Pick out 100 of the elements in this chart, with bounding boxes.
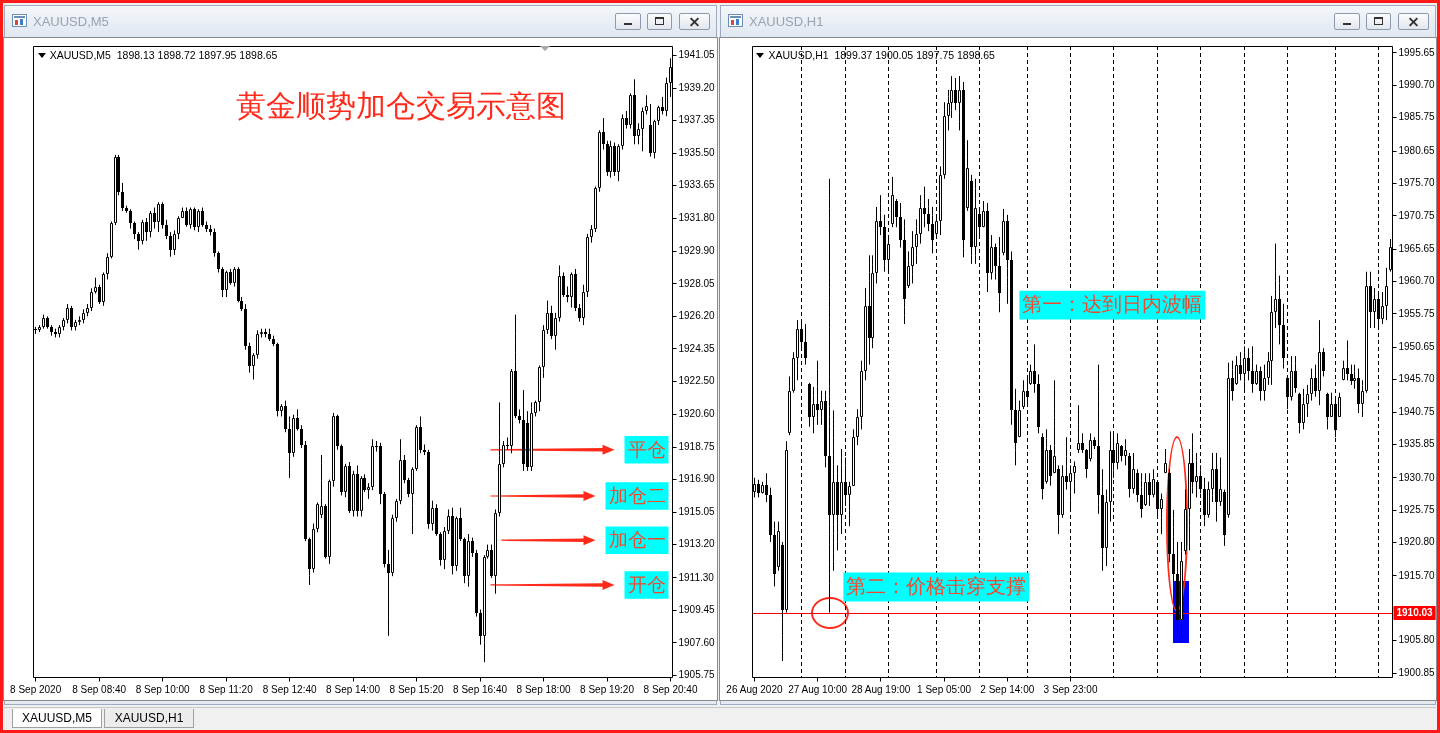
x-tick-label: 8 Sep 15:20 [389,683,444,695]
y-tick-label: 1995.65 [1398,46,1436,58]
candlestick [328,479,331,565]
candlestick [554,312,557,351]
x-tick-label: 8 Sep 12:40 [262,683,317,695]
candlestick [1116,432,1119,470]
candlestick [570,271,573,309]
candlestick [494,508,497,595]
candlestick [149,210,152,238]
chart-subtitle: XAUUSD,H1 1899.37 1900.05 1897.75 1898.65 [768,49,995,61]
candlestick [1172,509,1175,583]
candlestick [467,533,470,588]
candlestick [943,101,946,180]
candlestick [633,78,636,145]
candlestick [864,287,867,381]
candlestick [1274,243,1277,329]
candlestick [1164,448,1167,474]
candlestick [391,514,394,577]
y-tick-label: 1935.50 [678,146,716,158]
y-tick-label: 1915.70 [1398,569,1436,581]
candlestick [998,236,1001,313]
candlestick [828,178,831,614]
candlestick [590,224,593,244]
x-tick-label: 28 Aug 19:00 [851,683,911,695]
y-tick-label: 1920.60 [678,408,716,420]
y-tick-label: 1924.35 [678,342,716,354]
candlestick [145,217,148,242]
candlestick [1176,541,1179,636]
candlestick [1306,384,1309,418]
y-tick-label: 1975.70 [1398,177,1436,189]
annotation: 开仓 [627,572,666,595]
x-tick-label: 8 Sep 14:00 [326,683,381,695]
candlestick [1136,468,1139,503]
candlestick [796,319,799,381]
candlestick [1270,295,1273,386]
y-tick-label: 1965.65 [1398,242,1436,254]
y-tick-label: 1929.90 [678,245,716,257]
candlestick [197,208,200,233]
candlestick [903,218,906,325]
candlestick [891,176,894,228]
candlestick [1290,355,1293,402]
candlestick [288,415,291,479]
candlestick [1168,468,1171,563]
y-tick-label: 1937.35 [678,114,716,126]
candlestick [300,424,303,449]
candlestick [510,368,513,454]
candlestick [379,442,382,505]
candlestick [1239,351,1242,381]
y-tick-label: 1990.70 [1398,79,1436,90]
candlestick [292,414,295,458]
x-tick-label: 26 Aug 2020 [726,683,783,695]
candlestick [1045,428,1048,485]
y-tick-label: 1960.70 [1398,275,1436,287]
candlestick [1207,481,1210,519]
y-tick-label: 1980.65 [1398,144,1436,156]
candlestick [915,218,918,265]
candlestick [1350,364,1353,386]
y-tick-label: 1926.20 [678,310,716,322]
candlestick [840,448,843,535]
candlestick [613,142,616,177]
y-tick-label: 1916.90 [678,473,716,485]
candlestick [954,77,957,111]
candlestick [332,412,335,488]
candlestick [312,523,315,574]
y-tick-label: 1905.80 [1398,634,1436,646]
y-tick-label: 1918.75 [678,440,716,452]
candlestick [665,77,668,117]
candlestick [518,408,521,424]
candlestick [1361,379,1364,418]
candlestick [788,375,791,436]
candlestick [1073,460,1076,494]
candlestick [1302,388,1305,430]
candlestick [546,300,549,335]
candlestick [621,113,624,151]
candlestick [919,194,922,245]
candlestick [1010,250,1013,426]
candlestick [1132,452,1135,494]
candlestick [395,498,398,523]
candlestick [102,271,105,307]
candlestick [816,360,819,426]
candlestick [1373,287,1376,329]
candlestick [1195,452,1198,498]
candlestick [1282,303,1285,370]
y-tick-label: 1928.05 [678,277,716,289]
candlestick [641,106,644,152]
candlestick [1180,541,1183,638]
candlestick [911,230,914,284]
candlestick [1061,464,1064,519]
candlestick [443,526,446,570]
candlestick [106,252,109,280]
candlestick [939,165,942,236]
candlestick [1128,452,1131,498]
candlestick [1278,275,1281,345]
candlestick [594,185,597,233]
y-tick-label: 1945.70 [1398,373,1436,385]
candlestick [66,303,69,324]
candlestick [606,140,609,177]
candlestick [1014,388,1017,466]
candlestick [558,264,561,323]
x-tick-label: 8 Sep 16:40 [453,683,508,695]
